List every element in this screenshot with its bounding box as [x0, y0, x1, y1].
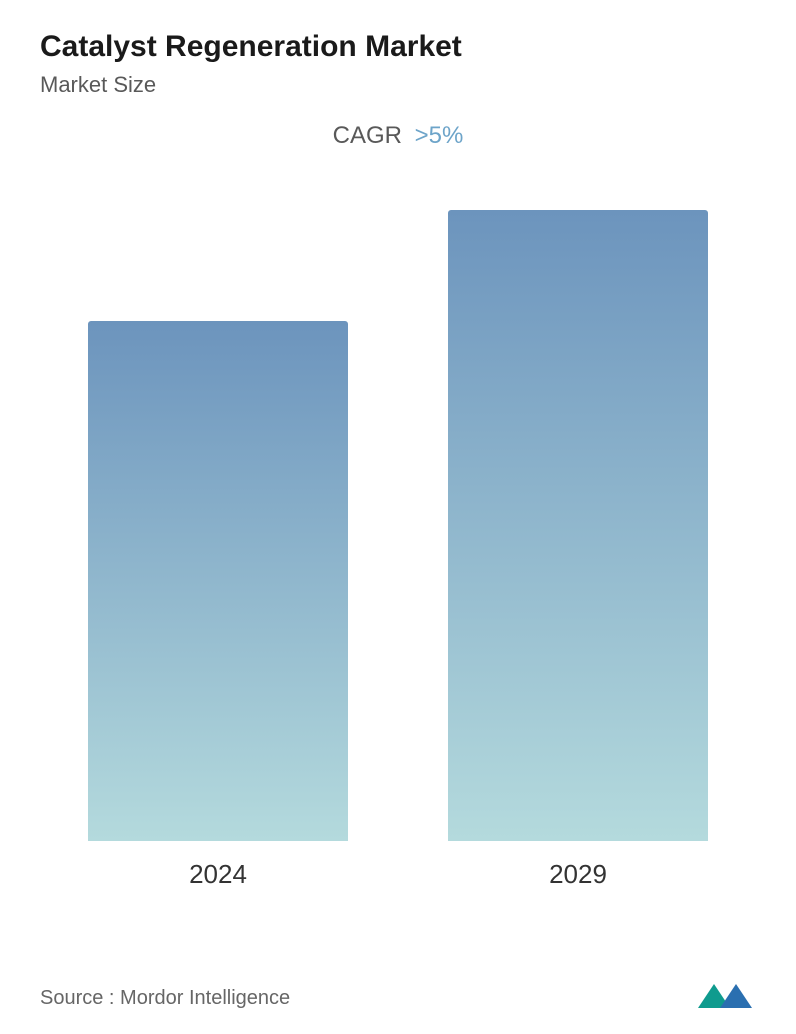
chart-bar [448, 210, 708, 841]
cagr-value: >5% [415, 122, 464, 149]
logo-triangle-right [720, 984, 752, 1008]
bar-container: 2024 [88, 210, 348, 890]
chart-footer: Source : Mordor Intelligence [40, 978, 756, 1010]
chart-bar [88, 321, 348, 841]
chart-title: Catalyst Regeneration Market [40, 30, 756, 64]
bar-label: 2029 [549, 859, 607, 890]
source-label: Source : [40, 987, 114, 1009]
bar-label: 2024 [189, 859, 247, 890]
cagr-row: CAGR >5% [40, 122, 756, 150]
source-attribution: Source : Mordor Intelligence [40, 987, 290, 1010]
source-name: Mordor Intelligence [120, 987, 290, 1009]
bar-container: 2029 [448, 210, 708, 890]
cagr-label: CAGR [333, 122, 402, 149]
chart-subtitle: Market Size [40, 72, 756, 98]
bar-chart: 2024 2029 [40, 210, 756, 890]
brand-logo-icon [696, 978, 756, 1010]
